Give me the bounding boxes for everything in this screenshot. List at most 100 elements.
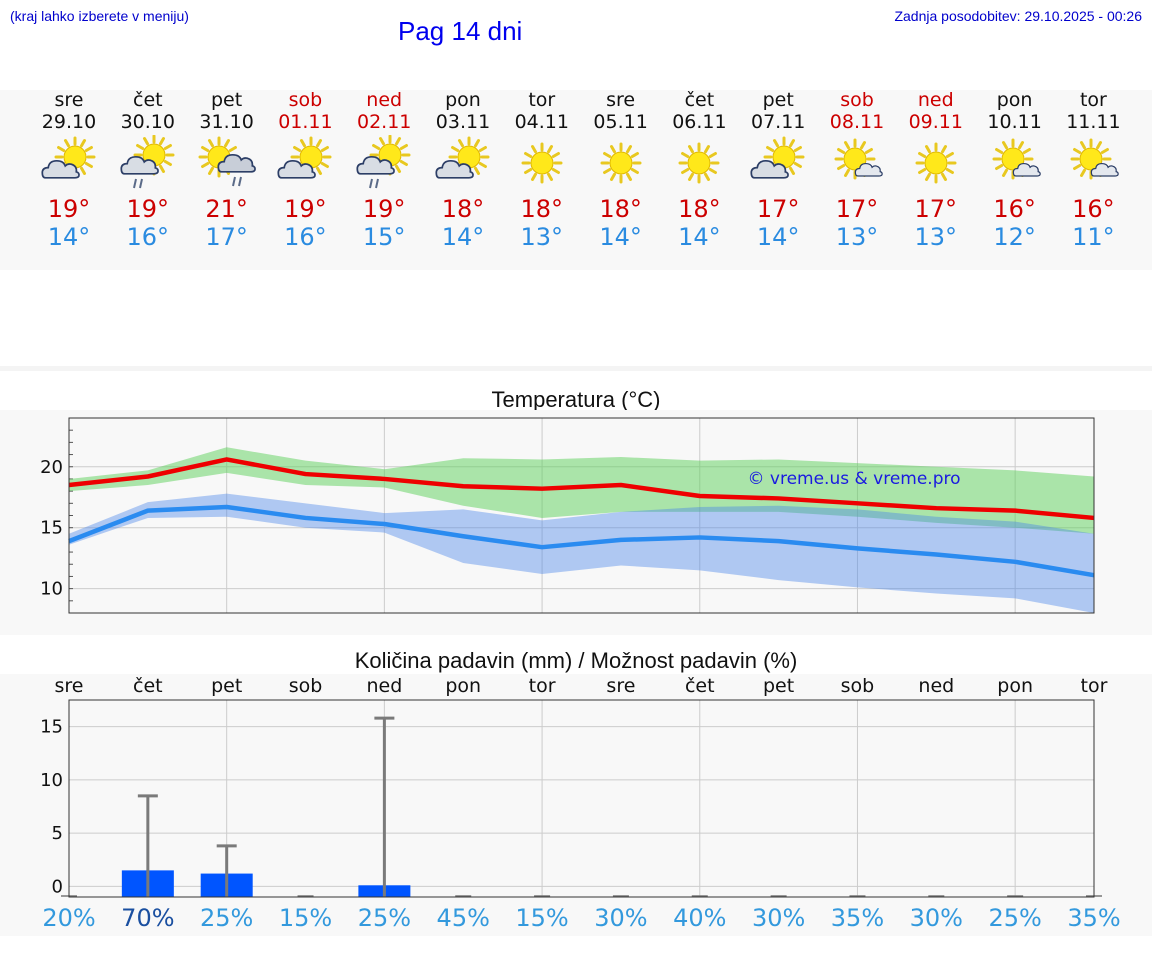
sun-small-cloud-icon	[992, 138, 1041, 180]
day-date: 02.11	[356, 111, 412, 133]
forecast-day: sob 08.11 17° 13°	[812, 89, 902, 251]
temp-max: 17°	[914, 195, 958, 223]
sun-cloud-rain-icon	[120, 135, 175, 189]
day-date: 04.11	[514, 111, 569, 133]
y-tick-label: 20	[40, 457, 63, 478]
sun-rain-cloud-icon	[198, 136, 256, 187]
y-tick-label: 15	[40, 717, 63, 738]
temp-max: 18°	[599, 195, 642, 223]
sun-small-cloud-icon	[1070, 138, 1120, 180]
precip-chance-label: 35%	[1067, 904, 1120, 932]
day-date: 29.10	[41, 111, 97, 133]
x-day-label: ned	[918, 675, 954, 697]
day-date: 30.10	[120, 111, 175, 133]
day-name: pon	[996, 89, 1033, 111]
temp-min: 12°	[993, 223, 1036, 251]
precip-chance-label: 15%	[279, 904, 332, 932]
x-day-label: pon	[445, 675, 481, 697]
forecast-day: sre 29.10 19° 14°	[24, 89, 114, 251]
forecast-band	[0, 90, 1152, 270]
precip-chance-label: 30%	[752, 904, 805, 932]
day-date: 31.10	[199, 111, 254, 133]
temp-max: 16°	[1072, 195, 1115, 223]
precip-chance-label: 25%	[358, 904, 411, 932]
temp-min: 14°	[678, 223, 721, 251]
sun-icon	[600, 142, 642, 184]
precip-chance-label: 70%	[121, 904, 174, 932]
day-name: pon	[445, 89, 481, 111]
forecast-day: pon 10.11 16° 12°	[970, 89, 1060, 251]
y-tick-label: 5	[52, 823, 63, 844]
forecast-day: sre 05.11 18° 14°	[576, 89, 666, 251]
day-date: 01.11	[278, 111, 333, 133]
forecast-day: čet 30.10 19° 16°	[103, 89, 193, 251]
x-day-label: pet	[763, 675, 794, 697]
precip-chance-label: 30%	[910, 904, 963, 932]
temp-min: 14°	[47, 223, 91, 251]
day-date: 05.11	[593, 111, 648, 133]
x-day-label: tor	[1081, 675, 1108, 697]
sun-cloud-icon	[750, 136, 805, 179]
sun-cloud-icon	[435, 136, 490, 179]
day-date: 06.11	[672, 111, 727, 133]
precip-chance-label: 20%	[42, 904, 95, 932]
sun-cloud-rain-icon	[356, 135, 411, 189]
temp-max: 17°	[835, 195, 879, 223]
temp-min: 15°	[362, 223, 406, 251]
temp-min: 11°	[1072, 223, 1115, 251]
plot-frame	[68, 417, 1095, 614]
temp-max: 18°	[441, 195, 485, 223]
x-day-label: ned	[366, 675, 402, 697]
watermark: © vreme.us & vreme.pro	[747, 469, 960, 489]
forecast-day: pon 03.11 18° 14°	[418, 89, 508, 251]
temp-max: 18°	[520, 195, 564, 223]
plot-area	[69, 700, 1094, 897]
temp-min: 14°	[756, 223, 800, 251]
day-name: tor	[1079, 89, 1107, 111]
temp-max: 19°	[284, 195, 327, 223]
temp-max: 19°	[47, 195, 91, 223]
temp-max: 17°	[756, 195, 800, 223]
day-name: sre	[54, 89, 84, 111]
temp-min: 14°	[599, 223, 642, 251]
precip-chance-label: 30%	[594, 904, 647, 932]
last-update-label: Zadnja posodobitev: 29.10.2025 - 00:26	[894, 8, 1142, 24]
x-day-label: čet	[685, 675, 715, 697]
day-name: sre	[606, 89, 636, 111]
precipitation-chart: 0 5 10 15 sre čet pet sob ned pon tor sre čet pet sob n…	[40, 675, 1121, 932]
sun-icon	[915, 142, 957, 184]
forecast-day: ned 02.11 19° 15°	[339, 89, 429, 251]
y-tick-label: 15	[40, 518, 63, 539]
precip-chance-label: 15%	[515, 904, 568, 932]
forecast-day: pet 07.11 17° 14°	[733, 89, 823, 251]
sun-cloud-icon	[277, 136, 332, 179]
forecast-day: pet 31.10 21° 17°	[182, 89, 272, 251]
day-name: čet	[684, 89, 715, 111]
day-name: ned	[917, 89, 954, 111]
location-menu-hint: (kraj lahko izberete v meniju)	[10, 8, 189, 24]
x-day-label: pon	[997, 675, 1033, 697]
day-name: sob	[288, 89, 323, 111]
min-temp-line	[68, 504, 1095, 578]
sun-small-cloud-icon	[834, 138, 883, 180]
precip-chance-label: 25%	[988, 904, 1041, 932]
temperature-chart: 10 15 20 © vreme.us & vreme.pro	[40, 417, 1095, 614]
min-range-band	[69, 493, 1094, 613]
forecast-day: tor 04.11 18° 13°	[497, 89, 587, 251]
day-name: tor	[528, 89, 556, 111]
temp-chart-title: Temperatura (°C)	[491, 387, 661, 412]
x-day-label: sob	[289, 675, 323, 697]
temp-min: 13°	[835, 223, 879, 251]
day-date: 09.11	[908, 111, 963, 133]
day-name: ned	[366, 89, 403, 111]
forecast-day: čet 06.11 18° 14°	[654, 89, 744, 251]
y-tick-label: 0	[52, 876, 63, 897]
divider	[0, 366, 1152, 371]
temp-max: 18°	[678, 195, 721, 223]
day-date: 10.11	[987, 111, 1042, 133]
temp-max: 21°	[205, 195, 248, 223]
temp-min: 14°	[441, 223, 485, 251]
precip-chance-label: 40%	[673, 904, 726, 932]
temp-min: 17°	[205, 223, 248, 251]
temp-min: 16°	[126, 223, 170, 251]
